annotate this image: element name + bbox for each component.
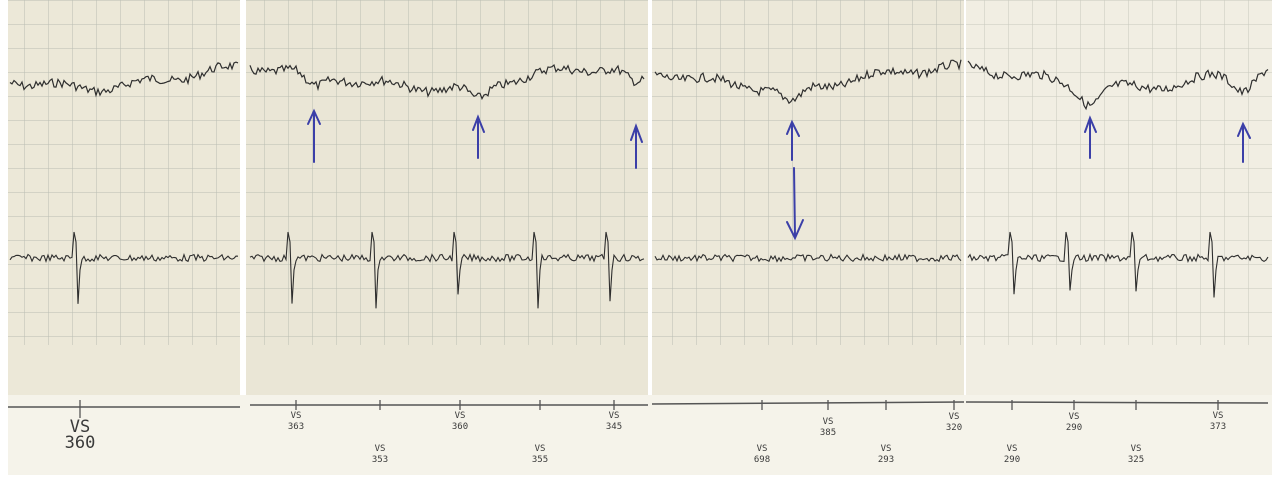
scale-label-value: 360 — [452, 422, 468, 432]
upper-trace — [654, 59, 962, 105]
up-arrow-icon — [630, 123, 643, 169]
scale-label-value: 290 — [1004, 455, 1020, 465]
up-arrow-icon — [786, 119, 800, 161]
scale-label-prefix: VS — [609, 411, 620, 421]
scale-label-value: 360 — [65, 433, 96, 453]
ecg-traces — [9, 59, 1269, 309]
lower-trace — [967, 231, 1269, 298]
scale-label-prefix: VS — [535, 444, 546, 454]
scale-label-value: 385 — [820, 428, 836, 438]
scale-label-prefix: VS — [455, 411, 466, 421]
scale-label-prefix: VS — [881, 444, 892, 454]
up-arrow-icon — [307, 108, 321, 163]
scale-label-value: 353 — [372, 455, 388, 465]
lower-trace — [249, 231, 645, 309]
scale-label-value: 320 — [946, 423, 962, 433]
up-arrow-icon — [1084, 115, 1097, 159]
scale-label-prefix: VS — [70, 417, 90, 437]
scale-band — [8, 395, 1272, 475]
scale-label-value: 373 — [1210, 422, 1226, 432]
up-arrow-icon — [1237, 121, 1251, 163]
scale-label-value: 325 — [1128, 455, 1144, 465]
scale-label-prefix: VS — [1131, 444, 1142, 454]
scale-label-prefix: VS — [949, 412, 960, 422]
upper-trace — [967, 60, 1269, 111]
lower-trace — [654, 253, 962, 263]
scale-label-prefix: VS — [291, 411, 302, 421]
lower-trace — [9, 231, 239, 304]
scale-label-prefix: VS — [823, 417, 834, 427]
scale-label-value: 355 — [532, 455, 548, 465]
scale-label-prefix: VS — [375, 444, 386, 454]
scale-label-prefix: VS — [1069, 412, 1080, 422]
scale-label-value: 345 — [606, 422, 622, 432]
scale-label-prefix: VS — [757, 444, 768, 454]
scale-label-value: 293 — [878, 455, 894, 465]
annotation-arrows — [307, 108, 1251, 241]
scale-label-value: 698 — [754, 455, 770, 465]
upper-trace — [9, 61, 239, 98]
scale-label-value: 290 — [1066, 423, 1082, 433]
scale-label-prefix: VS — [1213, 411, 1224, 421]
down-arrow-icon — [786, 167, 804, 241]
scale-labels: VS360VS363VS353VS360VS355VS345VS698VS385… — [65, 400, 1226, 465]
up-arrow-icon — [472, 114, 485, 159]
ecg-grid — [8, 0, 1272, 345]
scale-label-prefix: VS — [1007, 444, 1018, 454]
scale-label-value: 363 — [288, 422, 304, 432]
upper-trace — [249, 63, 645, 101]
